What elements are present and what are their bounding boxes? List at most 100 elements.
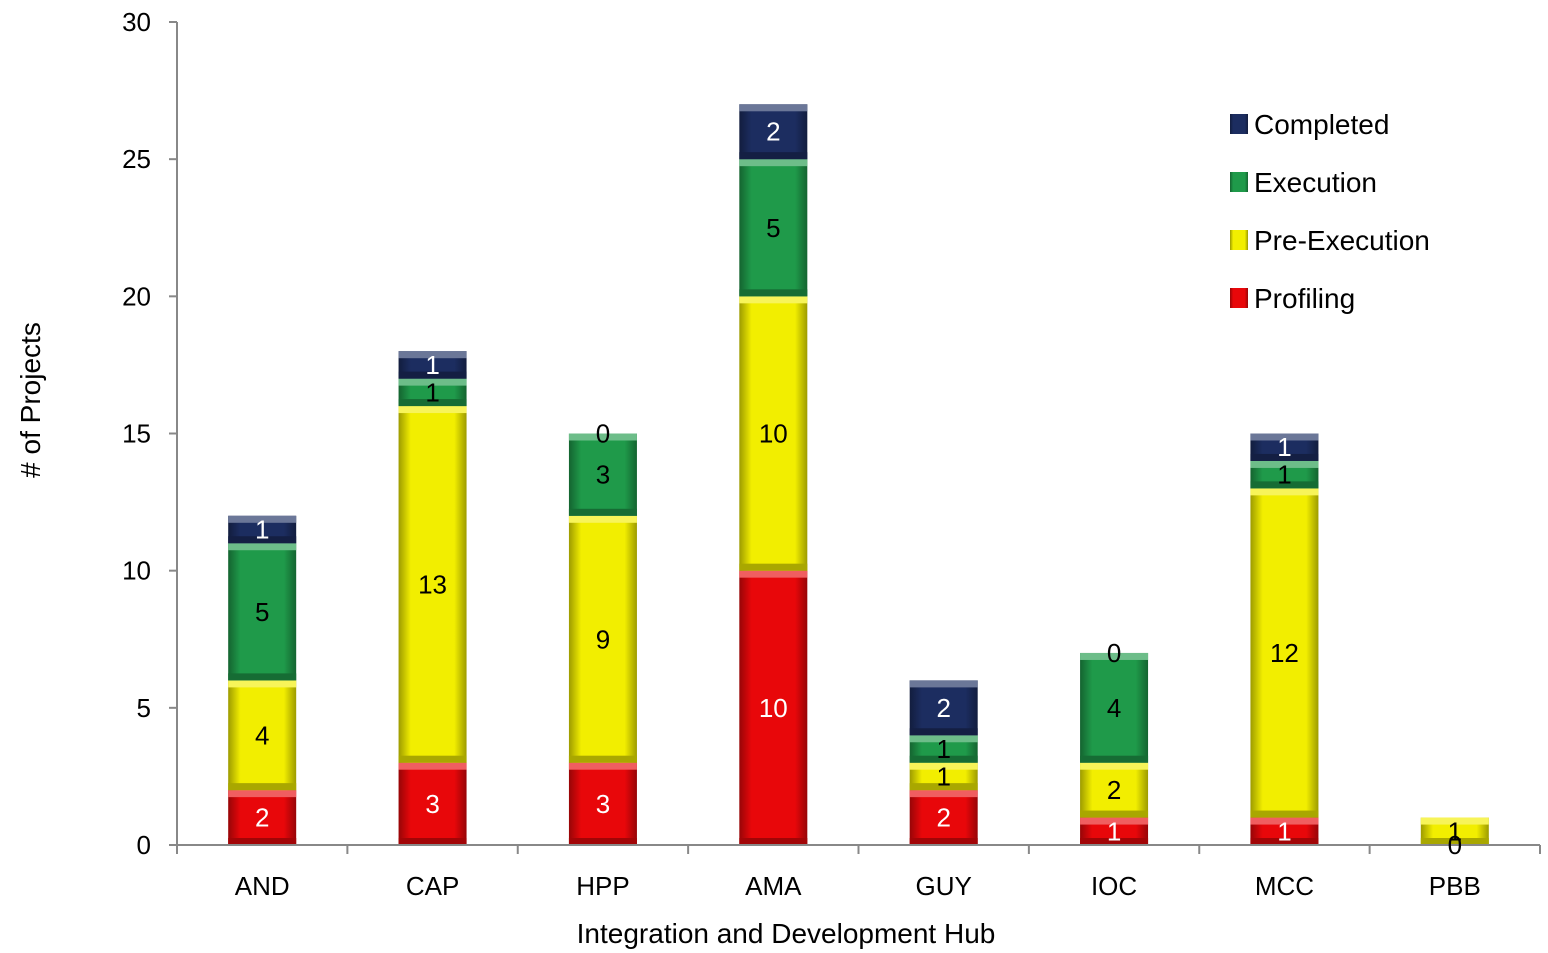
bar-segment-bottom-bevel [1080, 810, 1149, 818]
bar-segment-fill [739, 159, 808, 297]
bar-segment-bottom-bevel [1080, 838, 1149, 845]
data-label: 1 [1277, 816, 1291, 846]
y-tick-label: 5 [137, 693, 151, 723]
data-label: 5 [255, 597, 269, 627]
bar-segment-top-bevel [909, 680, 978, 688]
bars-layer [228, 104, 1489, 845]
bar-segment [1250, 817, 1319, 845]
labels-layer: 051015202530AND2451CAP31311HPP3930AMA101… [122, 7, 1481, 901]
bar-segment-top-bevel [228, 515, 297, 523]
y-tick-label: 0 [137, 830, 151, 860]
bar-segment [398, 406, 467, 763]
x-tick-label: AMA [745, 871, 802, 901]
bar-segment-bottom-bevel [1420, 838, 1489, 845]
bar-segment-bottom-bevel [1250, 810, 1319, 818]
legend-item: Execution [1230, 167, 1377, 198]
bar-segment-bottom-bevel [739, 563, 808, 571]
bar-segment-top-bevel [228, 680, 297, 688]
x-axis-title: Integration and Development Hub [577, 918, 996, 949]
bar-segment [568, 515, 637, 763]
data-label: 0 [1107, 638, 1121, 668]
bar-segment-fill [1080, 652, 1149, 763]
legend-swatch [1230, 230, 1248, 250]
bar-segment-top-bevel [1080, 762, 1149, 770]
bar-segment-bottom-bevel [228, 838, 297, 845]
bar-segment-bottom-bevel [909, 728, 978, 736]
bar-segment [398, 351, 467, 379]
bar-segment-top-bevel [398, 762, 467, 770]
bar-segment [1420, 817, 1489, 845]
bar-segment [909, 790, 978, 845]
bar-segment [228, 543, 297, 681]
bar-segment-bottom-bevel [568, 838, 637, 845]
bar-segment-top-bevel [568, 433, 637, 441]
bar-segment-bottom-bevel [1250, 453, 1319, 461]
axes-layer [169, 21, 1541, 854]
data-label: 1 [425, 377, 439, 407]
bar-segment-bottom-bevel [739, 838, 808, 845]
bar-segment-top-bevel [1250, 460, 1319, 468]
bar-segment-fill [568, 433, 637, 516]
bar-segment-bottom-bevel [1080, 755, 1149, 763]
bar-segment-top-bevel [739, 296, 808, 304]
legend-swatch [1230, 288, 1248, 308]
legend: Completed Execution Pre-Execution Profiling [1230, 109, 1430, 314]
data-label: 3 [596, 460, 610, 490]
data-label: 1 [1277, 432, 1291, 462]
bar-segment [739, 159, 808, 297]
data-label: 1 [425, 350, 439, 380]
data-label: 9 [596, 624, 610, 654]
bar-segment [1080, 652, 1149, 763]
data-label: 10 [759, 693, 788, 723]
bar-segment [739, 570, 808, 845]
bar-segment-fill [739, 296, 808, 571]
legend-label: Pre-Execution [1254, 225, 1430, 256]
bar-segment-bottom-bevel [398, 371, 467, 379]
data-label: 1 [255, 515, 269, 545]
data-label: 12 [1270, 638, 1299, 668]
bar-segment-bottom-bevel [228, 673, 297, 681]
bar-segment-bottom-bevel [228, 783, 297, 791]
legend-label: Completed [1254, 109, 1389, 140]
bar-segment-bottom-bevel [739, 152, 808, 160]
bar-segment [909, 680, 978, 736]
data-label: 4 [255, 720, 269, 750]
data-label: 13 [418, 569, 447, 599]
data-label: 0 [596, 419, 610, 449]
data-label: 1 [936, 734, 950, 764]
bar-segment-fill [739, 570, 808, 845]
bar-segment-top-bevel [909, 762, 978, 770]
bar-segment-top-bevel [909, 790, 978, 798]
data-label: 2 [936, 803, 950, 833]
x-tick-label: MCC [1255, 871, 1314, 901]
bar-segment [228, 790, 297, 845]
bar-segment-bottom-bevel [398, 399, 467, 407]
bar-segment-fill [739, 104, 808, 160]
bar-segment [909, 735, 978, 763]
legend-item: Profiling [1230, 283, 1355, 314]
bar-segment-top-bevel [1080, 652, 1149, 660]
bar-segment-top-bevel [398, 378, 467, 386]
x-tick-label: AND [235, 871, 290, 901]
data-label: 1 [1277, 460, 1291, 490]
data-label: 1 [1448, 816, 1462, 846]
bar-segment [1080, 817, 1149, 845]
bar-segment-top-bevel [1250, 433, 1319, 441]
y-tick-label: 20 [122, 281, 151, 311]
bar-segment [228, 515, 297, 544]
y-tick-label: 15 [122, 419, 151, 449]
data-label: 2 [255, 803, 269, 833]
bar-segment [568, 433, 637, 516]
bar-segment [568, 762, 637, 845]
data-label: 1 [936, 761, 950, 791]
bar-segment [1080, 762, 1149, 818]
legend-label: Execution [1254, 167, 1377, 198]
bar-segment [739, 296, 808, 571]
bar-segment-bottom-bevel [568, 508, 637, 516]
bar-segment-fill [228, 790, 297, 845]
data-label: 5 [766, 213, 780, 243]
x-tick-label: IOC [1091, 871, 1137, 901]
data-label: 3 [596, 789, 610, 819]
